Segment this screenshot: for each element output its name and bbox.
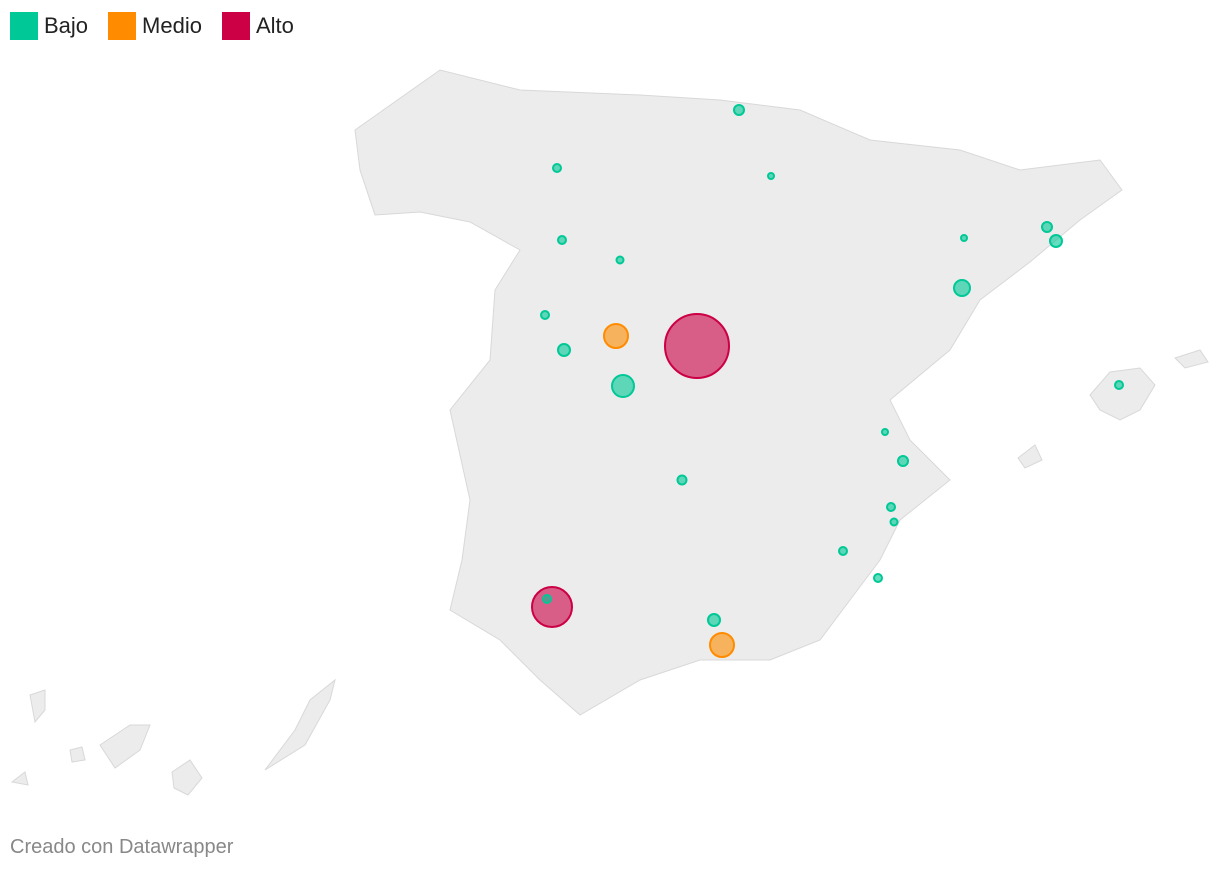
legend-item: Medio <box>108 12 202 40</box>
bubble <box>1049 234 1063 248</box>
bubble <box>542 594 552 604</box>
bubble <box>603 323 629 349</box>
canarias-3 <box>171 759 203 796</box>
bubble <box>897 455 909 467</box>
land <box>10 69 1209 796</box>
bubble <box>557 343 571 357</box>
canarias-5 <box>69 746 86 763</box>
bubble <box>873 573 883 583</box>
bubble <box>676 474 688 486</box>
bubble <box>881 428 889 436</box>
legend-swatch <box>108 12 137 40</box>
bubble <box>531 586 573 628</box>
bubble <box>709 632 735 658</box>
legend-item: Alto <box>221 12 294 40</box>
bubble <box>615 255 625 265</box>
menorca <box>1174 349 1209 369</box>
bubble <box>953 279 971 297</box>
bubble <box>557 235 567 245</box>
mainland <box>354 69 1123 716</box>
bubble <box>838 546 848 556</box>
bubble <box>960 234 968 242</box>
legend-label: Bajo <box>44 13 89 38</box>
legend-label: Medio <box>142 13 202 38</box>
bubble <box>733 104 745 116</box>
bubbles <box>531 104 1124 658</box>
footer: Creado con Datawrapper <box>10 836 234 858</box>
canarias-2 <box>99 724 151 769</box>
canarias-1 <box>29 689 46 724</box>
bubble <box>886 502 896 512</box>
bubble <box>664 313 730 379</box>
bubble <box>1041 221 1053 233</box>
bubble <box>611 374 635 398</box>
ibiza <box>1017 444 1043 469</box>
legend-swatch <box>221 12 250 40</box>
legend-swatch <box>10 12 38 40</box>
legend: Bajo Medio Alto <box>10 12 294 40</box>
canarias-6 <box>10 771 29 786</box>
bubble <box>767 172 775 180</box>
canarias-4 <box>264 678 336 771</box>
bubble <box>707 613 721 627</box>
bubble <box>540 310 550 320</box>
mallorca <box>1089 367 1156 421</box>
legend-item: Bajo <box>10 12 88 40</box>
bubble <box>1114 380 1124 390</box>
bubble <box>889 517 899 527</box>
bubble <box>552 163 562 173</box>
legend-label: Alto <box>255 13 294 38</box>
